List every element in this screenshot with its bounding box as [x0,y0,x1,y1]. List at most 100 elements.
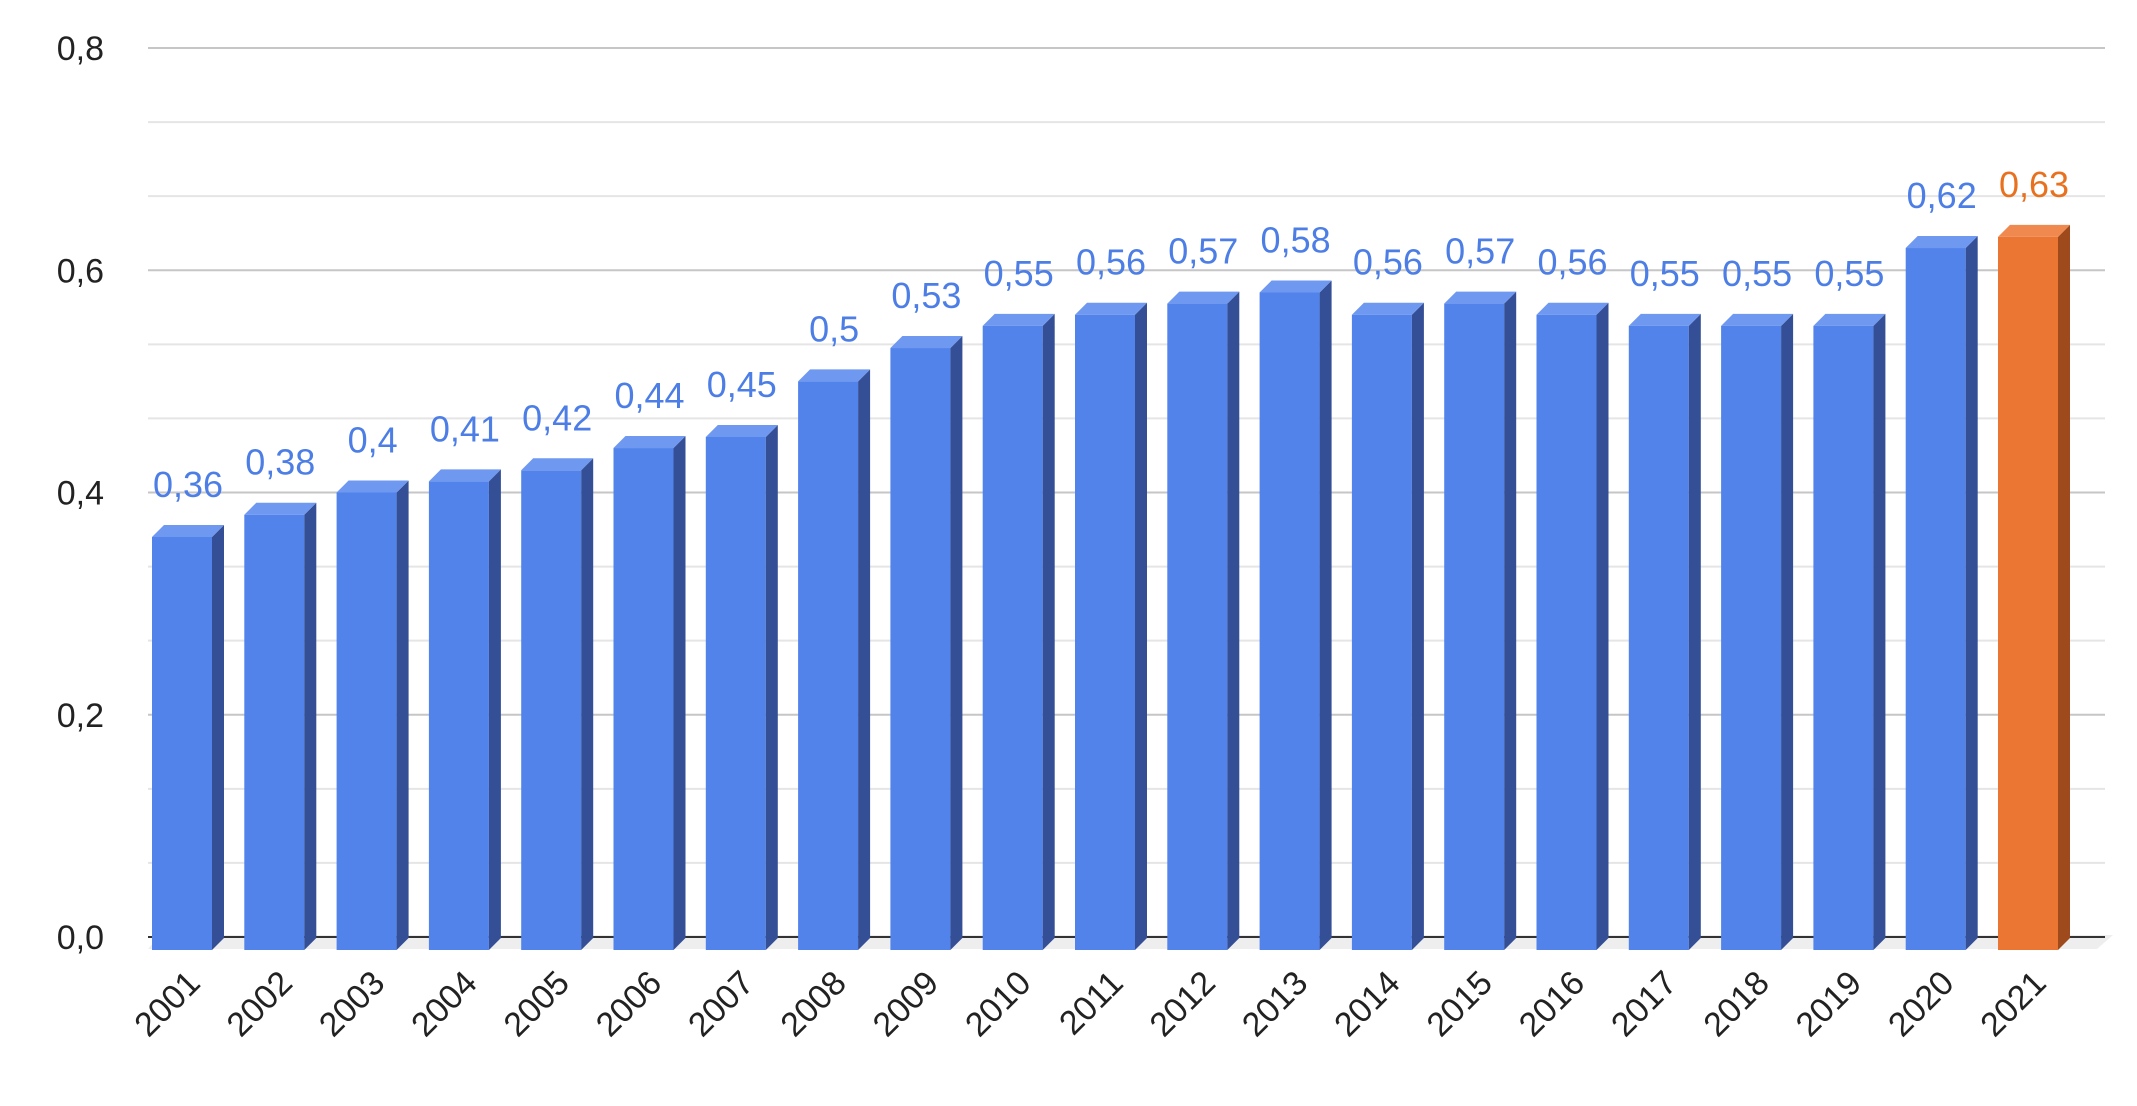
bar-top [1721,313,1794,326]
bar [1259,280,1332,951]
data-label: 0,45 [707,364,777,405]
data-label: 0,56 [1537,242,1607,283]
x-tick-label: 2009 [866,964,946,1044]
bar [1075,302,1147,950]
bar [1444,291,1517,950]
bar-side [1135,302,1147,950]
bar-front [1075,314,1135,950]
bar [1813,313,1886,950]
bar-front [1444,303,1505,950]
bar-top [428,469,501,482]
data-label: 0,62 [1907,175,1977,216]
bar-top [1905,236,1978,249]
x-tick-label: 2013 [1235,964,1315,1044]
data-label: 0,36 [153,464,223,505]
bar [613,436,686,950]
x-tick-label: 2010 [958,964,1038,1044]
bar-side [1227,291,1240,950]
bar [1721,313,1794,950]
bar-top [244,502,317,515]
y-tick-label: 0,2 [57,697,104,735]
y-axis: 0,0 0,2 0,4 0,6 0,8 [57,30,104,957]
data-label: 0,58 [1261,219,1331,260]
bar-top [705,424,778,437]
data-label: 0,55 [1814,253,1884,294]
bar-top [982,313,1055,326]
x-tick-label: 2012 [1143,964,1223,1044]
bar-top [890,336,963,349]
data-label: 0,41 [430,408,500,449]
data-label: 0,63 [1999,164,2069,205]
bar [705,424,778,950]
x-tick-label: 2011 [1052,964,1131,1043]
data-label: 0,53 [891,275,961,316]
data-label: 0,55 [984,253,1054,294]
bar-top [1444,291,1517,304]
bar-top [613,436,686,449]
bar-side [1965,236,1978,950]
bar-side [950,336,963,951]
bar-top [1536,302,1609,315]
bar-top [1259,280,1332,293]
data-labels: 0,36 0,38 0,4 0,41 0,42 0,44 0,45 0,5 0,53 0,55 0,… [153,164,2069,505]
data-label: 0,57 [1445,231,1515,272]
x-tick-label: 2014 [1327,964,1407,1044]
bar-top [152,524,224,537]
bar-front [336,492,397,950]
y-tick-label: 0,4 [57,475,104,513]
bar-top [798,369,871,382]
bar-side [1873,313,1886,950]
data-label: 0,55 [1722,253,1792,294]
bar-front [1721,325,1782,950]
bar [1536,302,1609,950]
bar-side [396,480,409,950]
x-tick-label: 2001 [127,964,207,1044]
bar [1998,224,2070,951]
x-tick-label: 2002 [220,964,300,1044]
x-tick-label: 2020 [1881,964,1961,1044]
bar-side [673,436,686,950]
x-tick-label: 2006 [589,964,669,1044]
bar-front [1905,248,1966,950]
bar-top [1167,291,1240,304]
bar [244,502,317,950]
bar [890,336,963,951]
bar-front [244,514,305,950]
bar [1351,302,1424,950]
bar-front [1536,314,1597,950]
x-tick-label: 2021 [1973,964,2053,1044]
x-axis: 2001 2002 2003 2004 2005 2006 2007 2008 2009 2010… [127,964,2053,1044]
bar [152,524,224,950]
bar [1905,236,1978,950]
bar-side [1042,313,1055,950]
bar [1167,291,1240,950]
bar [521,458,594,950]
bar-top [521,458,594,471]
data-label: 0,56 [1353,242,1423,283]
bar [336,480,409,950]
bar-top [1628,313,1701,326]
x-tick-label: 2015 [1420,964,1500,1044]
bar-front [798,381,859,950]
bar-front [1167,303,1228,950]
data-label: 0,57 [1168,231,1238,272]
bar-front [890,348,951,951]
bar-front [1998,236,2058,951]
bar-front [521,470,582,950]
bar-side [581,458,594,950]
data-label: 0,44 [614,375,684,416]
bar [428,469,501,950]
bar-side [2058,224,2070,951]
x-tick-label: 2004 [404,964,484,1044]
bar-side [488,469,501,950]
bar-top [1351,302,1424,315]
bar-side [1596,302,1609,950]
bar-front [428,481,489,950]
bar-side [1411,302,1424,950]
bars [152,224,2070,951]
y-tick-label: 0,8 [57,30,104,68]
bar-side [1781,313,1794,950]
bar-front [152,536,212,950]
bar-front [1628,325,1689,950]
data-label: 0,55 [1630,253,1700,294]
